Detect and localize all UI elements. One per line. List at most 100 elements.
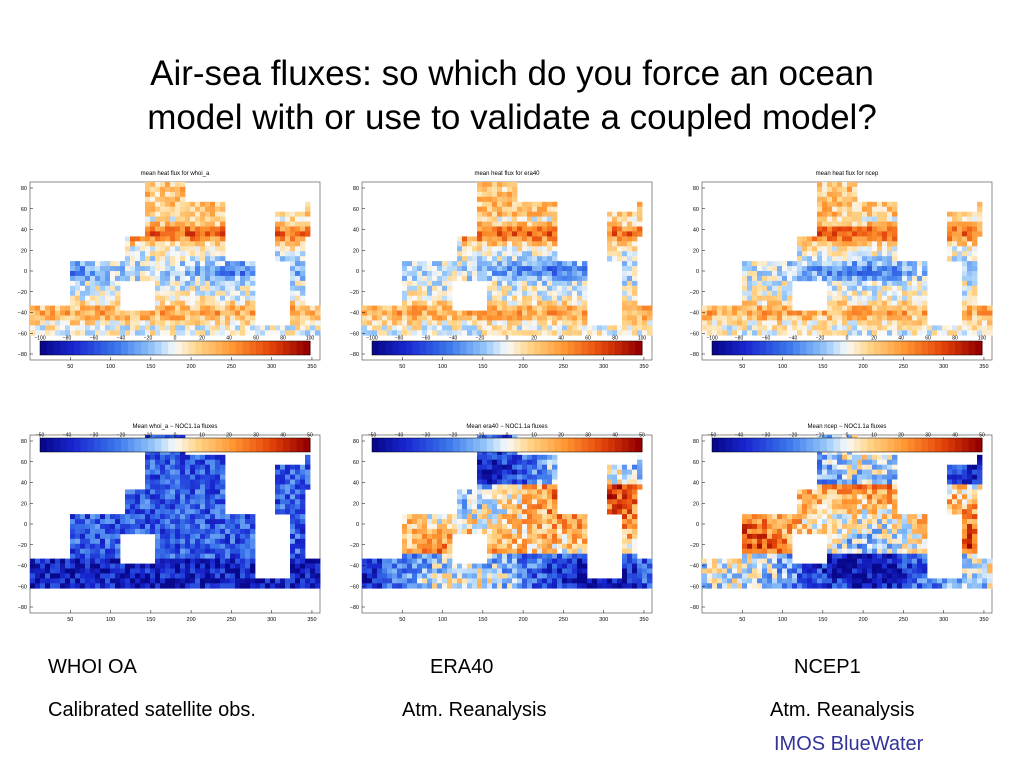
lat-tick-whoi-diff: 40 (21, 481, 27, 487)
lon-tick-era40-diff: 50 (399, 617, 405, 623)
lat-tick-era40-diff: −20 (350, 543, 359, 549)
lat-tick-ncep-mean: 0 (696, 269, 699, 275)
lon-tick-era40-diff: 300 (599, 617, 608, 623)
colorbar-tick-era40-mean: 0 (506, 336, 509, 342)
lat-tick-era40-mean: 20 (353, 248, 359, 254)
slide-title-line-2: model with or use to validate a coupled … (147, 98, 877, 137)
map-title-ncep-mean: mean heat flux for ncep (816, 171, 879, 177)
caption-ncep-name: NCEP1 (794, 656, 861, 678)
colorbar-tick-whoi-mean: −60 (90, 336, 99, 342)
colorbar-tick-whoi-mean: −20 (144, 336, 153, 342)
lat-tick-era40-mean: −60 (350, 331, 359, 337)
map-panel-era40-mean: mean heat flux for era40 80 60 40 20 0 −20 −40−… (336, 165, 656, 370)
colorbar-tick-whoi-mean: 80 (280, 336, 286, 342)
colorbar-tick-era40-mean: 60 (585, 336, 591, 342)
lat-tick-ncep-diff: −60 (690, 584, 699, 590)
lat-tick-era40-diff: −60 (350, 584, 359, 590)
colorbar-tick-whoi-diff: −10 (144, 433, 153, 439)
lon-tick-ncep-diff: 150 (818, 617, 827, 623)
colorbar-tick-era40-diff: 50 (639, 433, 645, 439)
colorbar-tick-era40-diff: 40 (612, 433, 618, 439)
lat-tick-whoi-diff: −40 (18, 564, 27, 570)
lon-tick-era40-diff: 100 (438, 617, 447, 623)
colorbar-tick-era40-diff: −40 (395, 433, 404, 439)
map-figure-era40-diff: Mean era40 − NOC1.1a fluxes806040200−20−… (350, 424, 653, 623)
map-title-era40-diff: Mean era40 − NOC1.1a fluxes (466, 424, 547, 430)
colorbar-tick-ncep-diff: −50 (708, 433, 717, 439)
colorbar-tick-era40-diff: 20 (558, 433, 564, 439)
colorbar-tick-ncep-mean: −80 (735, 336, 744, 342)
colorbar-tick-whoi-diff: 50 (307, 433, 313, 439)
lat-tick-whoi-diff: 80 (21, 439, 27, 445)
colorbar-tick-ncep-mean: 100 (978, 336, 987, 342)
map-title-whoi-mean: mean heat flux for whoi_a (141, 171, 210, 177)
colorbar-tick-whoi-mean: 0 (174, 336, 177, 342)
colorbar-tick-ncep-diff: −40 (735, 433, 744, 439)
map-figure-whoi-diff: Mean whoi_a − NOC1.1a fluxes806040200−20… (18, 424, 321, 623)
colorbar-tick-whoi-diff: −50 (36, 433, 45, 439)
slide-title: Air-sea fluxes: so which do you force an… (0, 52, 1024, 140)
lat-tick-ncep-mean: −40 (690, 311, 699, 317)
lat-tick-ncep-diff: 40 (693, 481, 699, 487)
lon-tick-era40-mean: 250 (559, 364, 568, 370)
lat-tick-ncep-diff: −20 (690, 543, 699, 549)
lat-tick-era40-diff: 80 (353, 439, 359, 445)
lon-tick-era40-diff: 350 (639, 617, 648, 623)
caption-whoi-name: WHOI OA (48, 656, 137, 678)
lat-tick-ncep-mean: −80 (690, 352, 699, 358)
lon-tick-ncep-mean: 100 (778, 364, 787, 370)
map-title-era40-mean: mean heat flux for era40 (474, 171, 540, 177)
map-panel-ncep-diff: Mean ncep − NOC1.1a fluxes 80 60 40 20 0 −20 −4… (676, 418, 996, 623)
lat-tick-whoi-mean: 0 (24, 269, 27, 275)
lat-tick-whoi-mean: 20 (21, 248, 27, 254)
colorbar-tick-whoi-mean: 40 (226, 336, 232, 342)
caption-era-desc: Atm. Reanalysis (402, 699, 547, 721)
lat-tick-era40-mean: 0 (356, 269, 359, 275)
colorbar-tick-era40-diff: 30 (585, 433, 591, 439)
caption-era-name: ERA40 (430, 656, 494, 678)
lon-tick-ncep-mean: 200 (859, 364, 868, 370)
map-field-ncep-mean (701, 181, 993, 361)
lon-tick-ncep-diff: 300 (939, 617, 948, 623)
lat-tick-era40-diff: 60 (353, 460, 359, 466)
lat-tick-ncep-mean: −60 (690, 331, 699, 337)
colorbar-tick-era40-mean: 20 (531, 336, 537, 342)
caption-whoi-desc: Calibrated satellite obs. (48, 699, 256, 721)
lat-tick-ncep-diff: −80 (690, 605, 699, 611)
colorbar-tick-ncep-mean: 20 (871, 336, 877, 342)
lat-tick-ncep-diff: 0 (696, 522, 699, 528)
lon-tick-ncep-mean: 150 (818, 364, 827, 370)
map-field-era40-diff (361, 434, 653, 614)
colorbar-tick-era40-diff: −10 (476, 433, 485, 439)
lat-tick-whoi-diff: −20 (18, 543, 27, 549)
lat-tick-whoi-mean: 40 (21, 228, 27, 234)
colorbar-tick-ncep-diff: 0 (846, 433, 849, 439)
colorbar-tick-era40-mean: −20 (476, 336, 485, 342)
lon-tick-era40-mean: 200 (519, 364, 528, 370)
map-panel-whoi-mean: mean heat flux for whoi_a 80 60 40 20 0 −20 −40… (4, 165, 324, 370)
lat-tick-ncep-mean: 20 (693, 248, 699, 254)
map-figure-era40-mean: mean heat flux for era40806040200−20−40−… (350, 171, 653, 370)
lat-tick-whoi-mean: −80 (18, 352, 27, 358)
lat-tick-era40-diff: 40 (353, 481, 359, 487)
lon-tick-ncep-diff: 50 (739, 617, 745, 623)
lat-tick-era40-mean: 40 (353, 228, 359, 234)
map-panel-whoi-diff: Mean whoi_a − NOC1.1a fluxes 80 60 40 20 0 −20… (4, 418, 324, 623)
lon-tick-ncep-diff: 350 (979, 617, 988, 623)
colorbar-tick-whoi-mean: 60 (253, 336, 259, 342)
colorbar-era40-mean (371, 340, 643, 356)
colorbar-tick-ncep-diff: −30 (762, 433, 771, 439)
lat-tick-era40-mean: −40 (350, 311, 359, 317)
colorbar-tick-whoi-mean: 20 (199, 336, 205, 342)
map-title-whoi-diff: Mean whoi_a − NOC1.1a fluxes (133, 424, 218, 430)
colorbar-tick-whoi-mean: −40 (117, 336, 126, 342)
colorbar-tick-ncep-diff: −20 (789, 433, 798, 439)
colorbar-tick-whoi-mean: 100 (306, 336, 315, 342)
lon-tick-era40-mean: 50 (399, 364, 405, 370)
lon-tick-whoi-diff: 200 (187, 617, 196, 623)
map-panel-ncep-mean: mean heat flux for ncep 80 60 40 20 0 −20 −40 −6… (676, 165, 996, 370)
lon-tick-ncep-mean: 50 (739, 364, 745, 370)
lon-tick-ncep-mean: 250 (899, 364, 908, 370)
lon-tick-era40-mean: 100 (438, 364, 447, 370)
colorbar-tick-whoi-mean: −80 (63, 336, 72, 342)
